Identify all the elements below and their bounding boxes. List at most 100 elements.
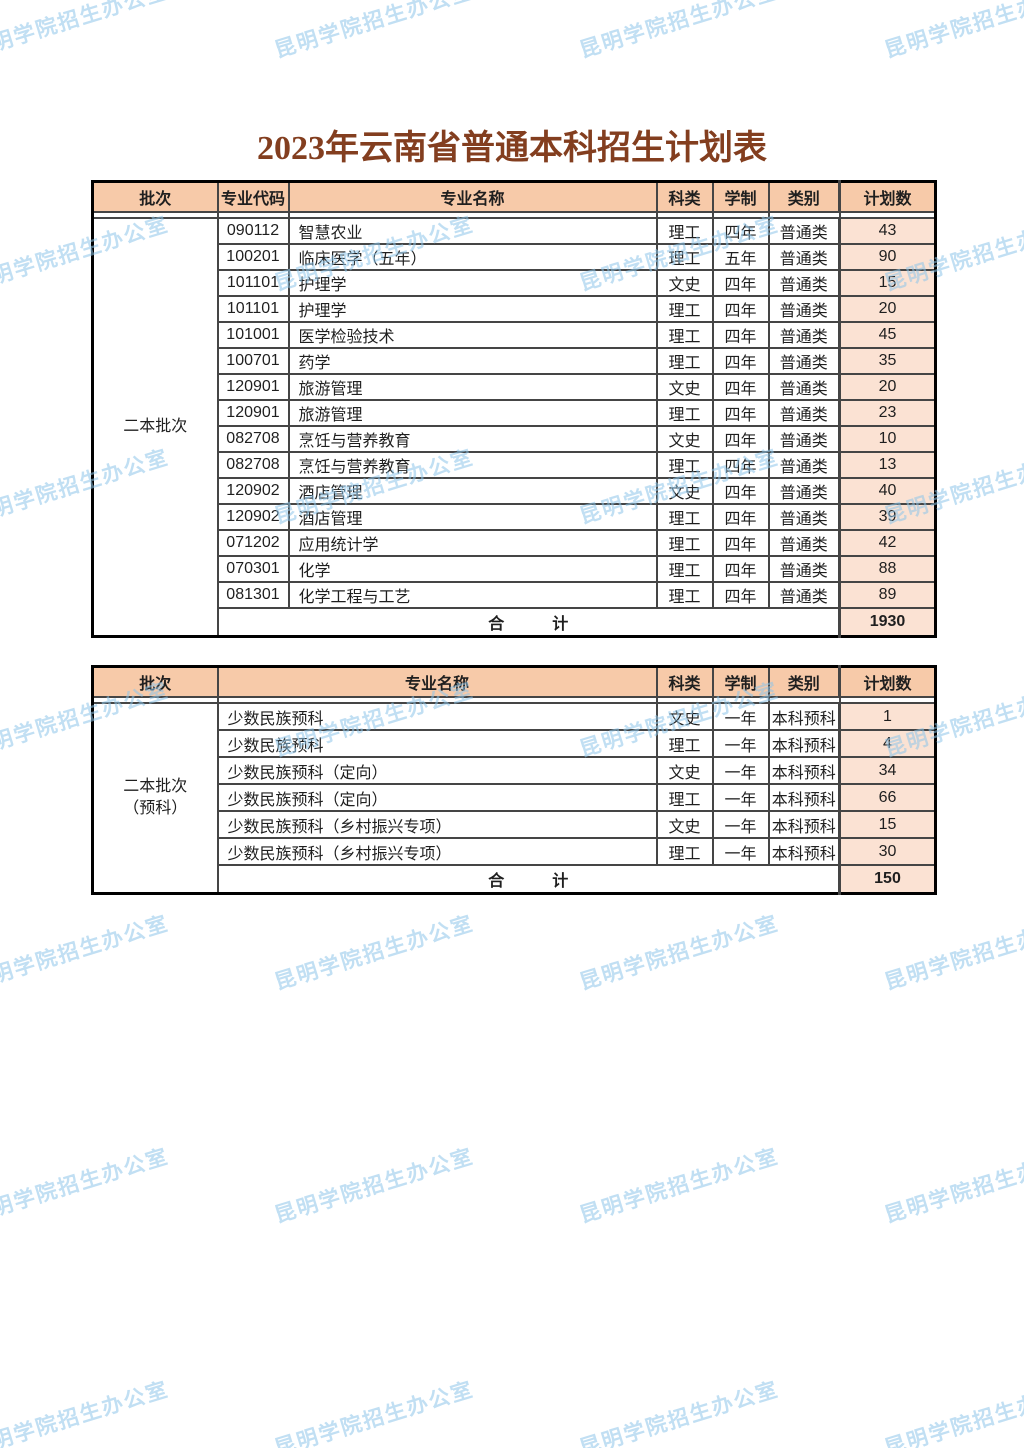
col-header-duration: 学制 <box>711 180 770 213</box>
watermark-text: 昆明学院招生办公室 <box>577 911 782 995</box>
table-row: 二本批次 090112 智慧农业 理工 四年 普通类 43 <box>91 217 937 638</box>
major-name-cell: 旅游管理 <box>287 399 658 427</box>
table-cell: 理工 <box>655 581 714 609</box>
major-name-cell: 酒店管理 <box>287 503 658 531</box>
table-cell: 普通类 <box>767 477 841 505</box>
header-gap-row <box>91 211 937 219</box>
table-cell: 四年 <box>711 217 770 245</box>
major-name-cell: 医学检验技术 <box>287 321 658 349</box>
table-cell: 070301 <box>216 555 290 583</box>
major-name-cell: 酒店管理 <box>287 477 658 505</box>
table-cell: 文史 <box>655 373 714 401</box>
gap-cell <box>655 696 714 704</box>
major-name-cell: 烹饪与营养教育 <box>287 451 658 479</box>
table-cell: 理工 <box>655 347 714 375</box>
col-header-category: 类别 <box>767 180 841 213</box>
table-cell: 101001 <box>216 321 290 349</box>
table-row: 120901 旅游管理 理工 四年 普通类 23 <box>93 399 937 427</box>
col-header-major-code: 专业代码 <box>216 180 290 213</box>
plan-count-cell: 1 <box>838 702 937 731</box>
watermark-text: 昆明学院招生办公室 <box>882 911 1024 995</box>
plan-count-cell: 39 <box>838 503 937 531</box>
table-cell: 文史 <box>655 425 714 453</box>
watermark-text: 昆明学院招生办公室 <box>882 1377 1024 1448</box>
major-name-cell: 化学工程与工艺 <box>287 581 658 609</box>
table-cell: 普通类 <box>767 347 841 375</box>
table-cell: 理工 <box>655 295 714 323</box>
table-cell: 普通类 <box>767 555 841 583</box>
major-name-cell: 少数民族预科（乡村振兴专项） <box>216 837 658 866</box>
plan-count-cell: 15 <box>838 269 937 297</box>
table-cell: 100201 <box>216 243 290 271</box>
gap-cell <box>655 211 714 219</box>
watermark-text: 昆明学院招生办公室 <box>272 911 477 995</box>
plan-count-cell: 15 <box>838 810 937 839</box>
plan-count-cell: 4 <box>838 729 937 758</box>
gap-cell <box>216 211 290 219</box>
table-prep-body: 二本批次 （预科） 少数民族预科 文史 一年 本科预科 1 少数民族预科 理工 一年 本科预科 4 少数… <box>91 696 937 895</box>
table-row: 少数民族预科（乡村振兴专项） 理工 一年 本科预科 30 <box>93 837 937 866</box>
table-cell: 理工 <box>655 321 714 349</box>
table-row: 101101 护理学 文史 四年 普通类 15 <box>93 269 937 297</box>
major-name-cell: 护理学 <box>287 269 658 297</box>
table-cell: 本科预科 <box>767 783 841 812</box>
gap-cell <box>838 696 937 704</box>
table-cell: 理工 <box>655 837 714 866</box>
major-name-cell: 护理学 <box>287 295 658 323</box>
table-cell: 四年 <box>711 503 770 531</box>
table-cell: 071202 <box>216 529 290 557</box>
table-cell: 四年 <box>711 399 770 427</box>
table-cell: 文史 <box>655 756 714 785</box>
plan-count-cell: 34 <box>838 756 937 785</box>
gap-cell <box>838 211 937 219</box>
table-cell: 四年 <box>711 529 770 557</box>
gap-cell <box>767 696 841 704</box>
table-cell: 理工 <box>655 217 714 245</box>
table-cell: 本科预科 <box>767 702 841 731</box>
table-row: 071202 应用统计学 理工 四年 普通类 42 <box>93 529 937 557</box>
watermark-text: 昆明学院招生办公室 <box>577 1377 782 1448</box>
table-cell: 一年 <box>711 756 770 785</box>
watermark-text: 昆明学院招生办公室 <box>577 1144 782 1228</box>
table-cell: 文史 <box>655 477 714 505</box>
table-cell: 普通类 <box>767 373 841 401</box>
total-label: 合 计 <box>216 607 841 638</box>
plan-count-cell: 30 <box>838 837 937 866</box>
table-row: 100701 药学 理工 四年 普通类 35 <box>93 347 937 375</box>
table-cell: 四年 <box>711 581 770 609</box>
table-cell: 120901 <box>216 399 290 427</box>
major-name-cell: 烹饪与营养教育 <box>287 425 658 453</box>
gap-cell <box>711 696 770 704</box>
table-cell: 普通类 <box>767 529 841 557</box>
table-cell: 081301 <box>216 581 290 609</box>
table-cell: 四年 <box>711 347 770 375</box>
col-header-plan-count: 计划数 <box>838 665 937 698</box>
table-prep-header: 批次 专业名称 科类 学制 类别 计划数 <box>91 665 937 698</box>
table-cell: 120902 <box>216 477 290 505</box>
table-cell: 普通类 <box>767 425 841 453</box>
table-cell: 090112 <box>216 217 290 245</box>
table-cell: 普通类 <box>767 503 841 531</box>
major-name-cell: 少数民族预科（定向） <box>216 756 658 785</box>
plan-count-cell: 45 <box>838 321 937 349</box>
batch-label-line: 二本批次 <box>123 778 188 795</box>
major-name-cell: 少数民族预科 <box>216 729 658 758</box>
table-cell: 理工 <box>655 399 714 427</box>
total-value: 1930 <box>838 607 937 638</box>
table-cell: 文史 <box>655 269 714 297</box>
watermark-text: 昆明学院招生办公室 <box>0 1144 172 1228</box>
table-cell: 五年 <box>711 243 770 271</box>
table-row: 少数民族预科（定向） 理工 一年 本科预科 66 <box>93 783 937 812</box>
table-row: 082708 烹饪与营养教育 文史 四年 普通类 10 <box>93 425 937 453</box>
table-row: 120902 酒店管理 理工 四年 普通类 39 <box>93 503 937 531</box>
plan-count-cell: 23 <box>838 399 937 427</box>
table-row: 070301 化学 理工 四年 普通类 88 <box>93 555 937 583</box>
table-cell: 本科预科 <box>767 729 841 758</box>
col-header-major-name: 专业名称 <box>287 180 658 213</box>
table-cell: 理工 <box>655 529 714 557</box>
table-cell: 四年 <box>711 477 770 505</box>
table-cell: 100701 <box>216 347 290 375</box>
table-cell: 普通类 <box>767 321 841 349</box>
table-cell: 理工 <box>655 451 714 479</box>
plan-count-cell: 42 <box>838 529 937 557</box>
